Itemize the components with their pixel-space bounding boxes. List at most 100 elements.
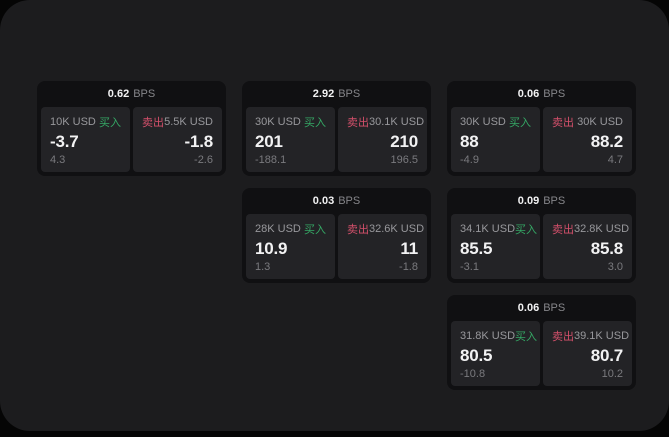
bps-value: 0.09: [517, 195, 540, 207]
buy-price: -3.7: [50, 132, 79, 151]
buy-button[interactable]: 买入: [99, 114, 121, 130]
sell-quote-tile[interactable]: 卖出 32.8K USD 85.8 3.0: [543, 214, 632, 279]
bps-value: 0.06: [517, 88, 540, 100]
sell-button[interactable]: 卖出: [347, 114, 369, 130]
sell-quote-tile[interactable]: 卖出 30.1K USD 210 196.5: [338, 107, 427, 172]
bps-unit-label: BPS: [543, 88, 566, 100]
buy-quote-tile[interactable]: 10K USD 买入 -3.7 4.3: [41, 107, 130, 172]
buy-delta: -188.1: [255, 154, 287, 166]
buy-price: 88: [460, 132, 479, 151]
sell-button[interactable]: 卖出: [347, 221, 369, 237]
buy-size-label: 34.1K USD: [460, 223, 516, 235]
tile-top-row: 卖出 30K USD: [552, 114, 623, 130]
sell-quote-tile[interactable]: 卖出 39.1K USD 80.7 10.2: [543, 321, 632, 386]
buy-button[interactable]: 买入: [515, 221, 537, 237]
buy-size-label: 28K USD: [255, 223, 301, 235]
quote-card: 0.06 BPS 31.8K USD 买入 80.5 -10.8 卖出 39.1…: [447, 295, 636, 390]
tile-top-row: 卖出 32.8K USD: [552, 221, 629, 237]
sell-price: -1.8: [184, 132, 214, 151]
card-header: 0.06 BPS: [447, 81, 636, 107]
tile-top-row: 卖出 5.5K USD: [142, 114, 213, 130]
sell-price: 85.8: [590, 239, 623, 258]
bps-unit-label: BPS: [133, 88, 156, 100]
sell-quote-tile[interactable]: 卖出 5.5K USD -1.8 -2.6: [133, 107, 222, 172]
card-body: 34.1K USD 买入 85.5 -3.1 卖出 32.8K USD 85.8…: [447, 214, 636, 283]
card-body: 10K USD 买入 -3.7 4.3 卖出 5.5K USD -1.8 -2.…: [37, 107, 226, 176]
tile-top-row: 30K USD 买入: [255, 114, 326, 130]
quote-card: 0.09 BPS 34.1K USD 买入 85.5 -3.1 卖出 32.8K…: [447, 188, 636, 283]
buy-quote-tile[interactable]: 28K USD 买入 10.9 1.3: [246, 214, 335, 279]
buy-quote-tile[interactable]: 34.1K USD 买入 85.5 -3.1: [451, 214, 540, 279]
quote-card: 2.92 BPS 30K USD 买入 201 -188.1 卖出 30.1K …: [242, 81, 431, 176]
buy-size-label: 31.8K USD: [460, 330, 516, 342]
card-body: 28K USD 买入 10.9 1.3 卖出 32.6K USD 11 -1.8: [242, 214, 431, 283]
buy-size-label: 10K USD: [50, 116, 96, 128]
buy-delta: -3.1: [460, 261, 479, 273]
buy-quote-tile[interactable]: 30K USD 买入 88 -4.9: [451, 107, 540, 172]
sell-quote-tile[interactable]: 卖出 30K USD 88.2 4.7: [543, 107, 632, 172]
bps-value: 0.06: [517, 302, 540, 314]
buy-price: 80.5: [460, 346, 493, 365]
sell-price: 210: [390, 132, 418, 151]
bps-value: 0.62: [107, 88, 130, 100]
buy-button[interactable]: 买入: [515, 328, 537, 344]
bps-unit-label: BPS: [543, 302, 566, 314]
buy-price: 201: [255, 132, 283, 151]
buy-button[interactable]: 买入: [509, 114, 531, 130]
sell-size-label: 32.6K USD: [369, 223, 425, 235]
card-body: 30K USD 买入 201 -188.1 卖出 30.1K USD 210 1…: [242, 107, 431, 176]
sell-delta: 4.7: [607, 154, 623, 166]
sell-delta: 3.0: [607, 261, 623, 273]
card-header: 0.03 BPS: [242, 188, 431, 214]
sell-delta: 10.2: [601, 368, 623, 380]
tile-top-row: 31.8K USD 买入: [460, 328, 537, 344]
buy-quote-tile[interactable]: 31.8K USD 买入 80.5 -10.8: [451, 321, 540, 386]
tile-top-row: 10K USD 买入: [50, 114, 121, 130]
buy-button[interactable]: 买入: [304, 114, 326, 130]
bps-value: 2.92: [312, 88, 335, 100]
sell-button[interactable]: 卖出: [142, 114, 164, 130]
bps-value: 0.03: [312, 195, 335, 207]
buy-quote-tile[interactable]: 30K USD 买入 201 -188.1: [246, 107, 335, 172]
buy-size-label: 30K USD: [460, 116, 506, 128]
card-header: 0.09 BPS: [447, 188, 636, 214]
sell-button[interactable]: 卖出: [552, 114, 574, 130]
tile-top-row: 卖出 39.1K USD: [552, 328, 629, 344]
sell-price: 11: [400, 239, 418, 258]
sell-size-label: 5.5K USD: [164, 116, 213, 128]
bps-unit-label: BPS: [338, 195, 361, 207]
card-header: 0.62 BPS: [37, 81, 226, 107]
tile-top-row: 34.1K USD 买入: [460, 221, 537, 237]
sell-size-label: 39.1K USD: [574, 330, 630, 342]
tile-top-row: 30K USD 买入: [460, 114, 531, 130]
quote-card: 0.06 BPS 30K USD 买入 88 -4.9 卖出 30K USD 8…: [447, 81, 636, 176]
tile-top-row: 28K USD 买入: [255, 221, 326, 237]
sell-button[interactable]: 卖出: [552, 328, 574, 344]
sell-price: 80.7: [590, 346, 623, 365]
buy-price: 85.5: [460, 239, 493, 258]
quote-card: 0.03 BPS 28K USD 买入 10.9 1.3 卖出 32.6K US…: [242, 188, 431, 283]
sell-delta: 196.5: [390, 154, 418, 166]
buy-delta: -4.9: [460, 154, 479, 166]
bps-unit-label: BPS: [338, 88, 361, 100]
card-header: 0.06 BPS: [447, 295, 636, 321]
sell-quote-tile[interactable]: 卖出 32.6K USD 11 -1.8: [338, 214, 427, 279]
tile-top-row: 卖出 32.6K USD: [347, 221, 424, 237]
sell-delta: -1.8: [399, 261, 418, 273]
buy-size-label: 30K USD: [255, 116, 301, 128]
card-body: 31.8K USD 买入 80.5 -10.8 卖出 39.1K USD 80.…: [447, 321, 636, 390]
sell-size-label: 32.8K USD: [574, 223, 630, 235]
bps-unit-label: BPS: [543, 195, 566, 207]
buy-delta: 4.3: [50, 154, 66, 166]
sell-price: 88.2: [590, 132, 623, 151]
sell-button[interactable]: 卖出: [552, 221, 574, 237]
tile-top-row: 卖出 30.1K USD: [347, 114, 424, 130]
sell-delta: -2.6: [194, 154, 213, 166]
buy-delta: -10.8: [460, 368, 486, 380]
quote-card: 0.62 BPS 10K USD 买入 -3.7 4.3 卖出 5.5K USD…: [37, 81, 226, 176]
sell-size-label: 30.1K USD: [369, 116, 425, 128]
sell-size-label: 30K USD: [577, 116, 623, 128]
buy-button[interactable]: 买入: [304, 221, 326, 237]
card-body: 30K USD 买入 88 -4.9 卖出 30K USD 88.2 4.7: [447, 107, 636, 176]
card-header: 2.92 BPS: [242, 81, 431, 107]
